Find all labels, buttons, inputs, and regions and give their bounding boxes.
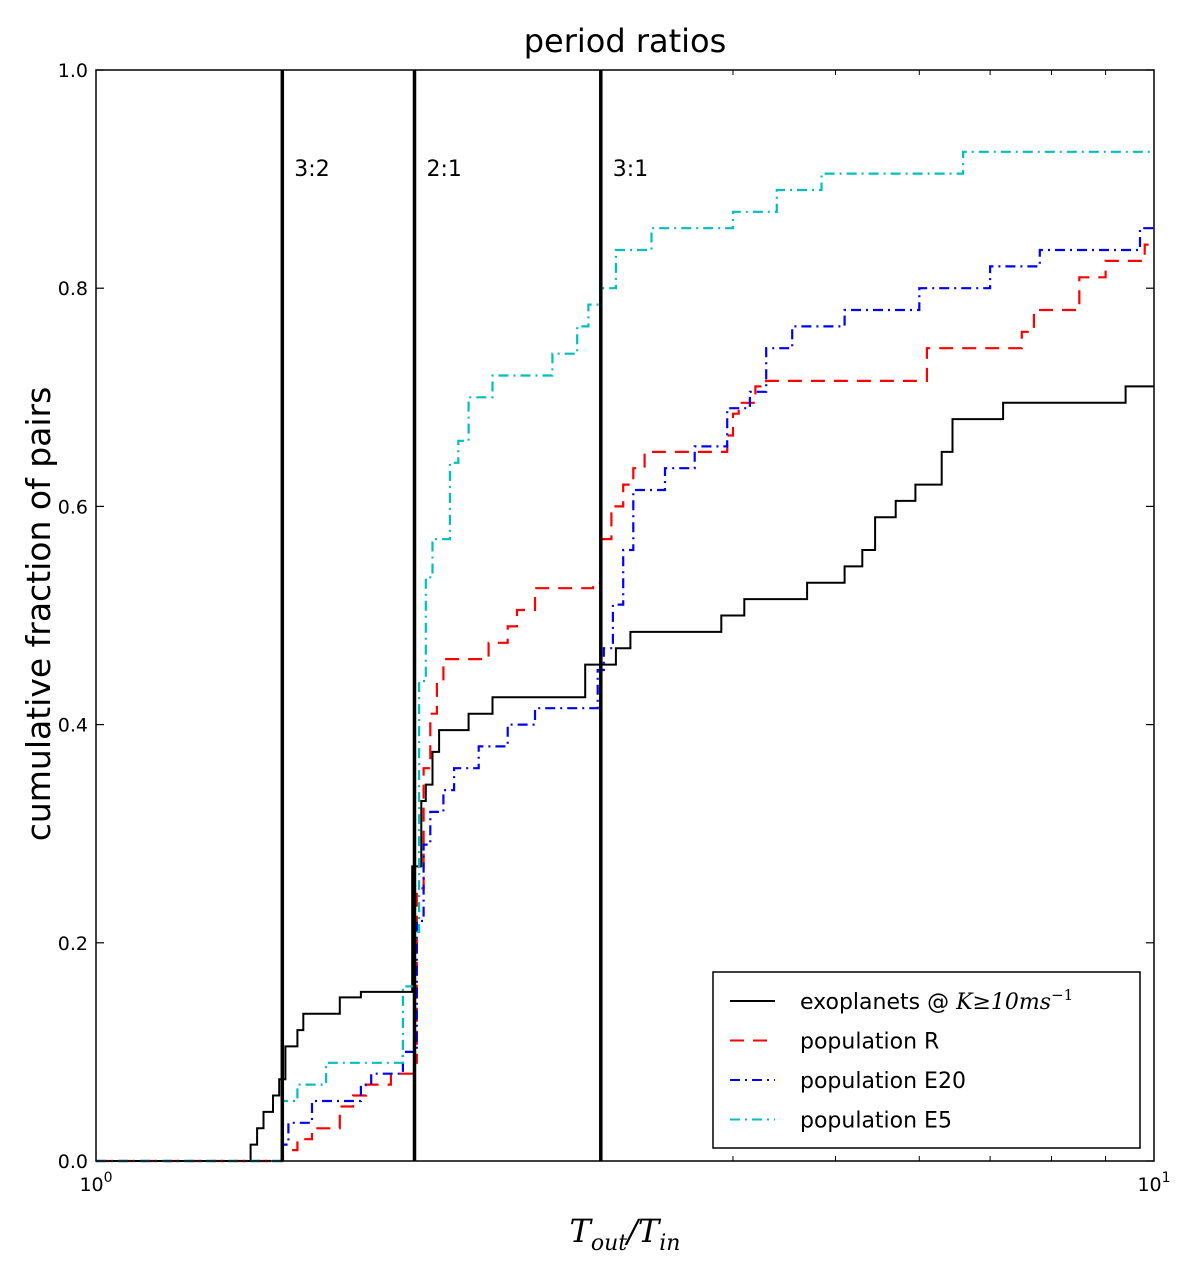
y-axis-label: cumulative fraction of pairs <box>19 387 58 842</box>
series-line <box>96 243 1154 1163</box>
x-tick-label: 100 <box>79 1170 112 1196</box>
resonance-label: 3:1 <box>613 157 648 182</box>
y-tick-label: 0.4 <box>58 715 88 737</box>
resonance-label: 3:2 <box>294 157 329 182</box>
x-tick-label: 101 <box>1137 1170 1170 1196</box>
series-line <box>96 150 1154 1163</box>
y-tick-label: 0.0 <box>58 1151 88 1173</box>
y-tick-label: 1.0 <box>58 60 88 82</box>
series-line <box>96 385 1154 1162</box>
legend-box <box>712 971 1141 1149</box>
x-axis-label: Tout/Tin <box>570 1212 681 1256</box>
y-tick-label: 0.6 <box>58 496 88 518</box>
legend-label: population R <box>800 1030 939 1055</box>
legend: exoplanets @ K≥10ms−1 population R populat… <box>712 971 1141 1149</box>
legend-label: population E20 <box>800 1069 966 1094</box>
chart-title: period ratios <box>524 22 727 60</box>
legend-label: population E5 <box>800 1109 952 1134</box>
resonance-label: 2:1 <box>426 157 461 182</box>
y-tick-label: 0.8 <box>58 278 88 300</box>
axis-ticks: 0.0 0.2 0.4 0.6 0.8 1.0 100 101 <box>58 60 1171 1196</box>
resonance-lines: 3:2 2:1 3:1 <box>280 70 648 1161</box>
plot-frame <box>95 69 1155 1162</box>
y-tick-label: 0.2 <box>58 933 88 955</box>
legend-label: exoplanets @ K≥10ms−1 <box>800 986 1073 1015</box>
